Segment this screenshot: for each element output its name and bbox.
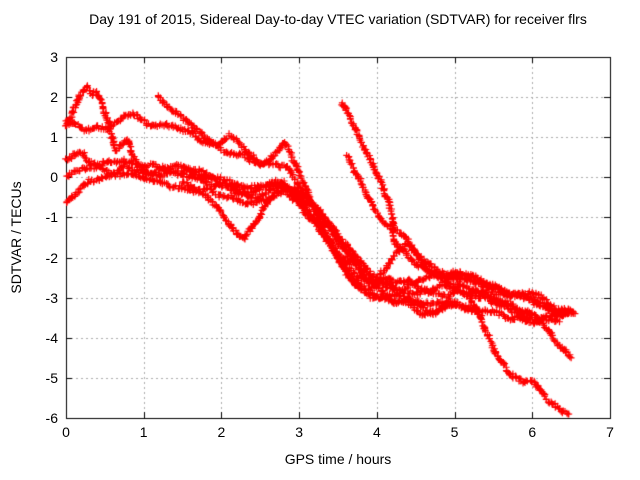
y-tick-label: -2 bbox=[45, 249, 58, 266]
y-tick-label: -6 bbox=[45, 410, 58, 426]
x-tick-label: 3 bbox=[295, 424, 304, 440]
y-tick-label: -4 bbox=[45, 329, 58, 346]
x-tick-label: 4 bbox=[372, 424, 381, 440]
y-tick-label: -1 bbox=[45, 209, 58, 226]
chart-title: Day 191 of 2015, Sidereal Day-to-day VTE… bbox=[89, 11, 587, 27]
x-tick-label: 0 bbox=[62, 424, 70, 440]
y-tick-label: 0 bbox=[50, 169, 58, 186]
y-tick-label: -5 bbox=[45, 369, 58, 386]
x-tick-label: 1 bbox=[139, 424, 148, 440]
y-tick-label: 2 bbox=[50, 89, 58, 106]
x-tick-label: 7 bbox=[606, 424, 614, 440]
x-tick-label: 5 bbox=[450, 424, 459, 440]
x-tick-label: 6 bbox=[528, 424, 537, 440]
y-tick-label: 1 bbox=[50, 129, 58, 146]
y-axis-title: SDTVAR / TECUs bbox=[8, 181, 24, 294]
x-tick-label: 2 bbox=[217, 424, 226, 440]
x-axis-title: GPS time / hours bbox=[284, 451, 392, 467]
y-tick-label: -3 bbox=[45, 289, 58, 306]
y-tick-label: 3 bbox=[50, 49, 58, 65]
